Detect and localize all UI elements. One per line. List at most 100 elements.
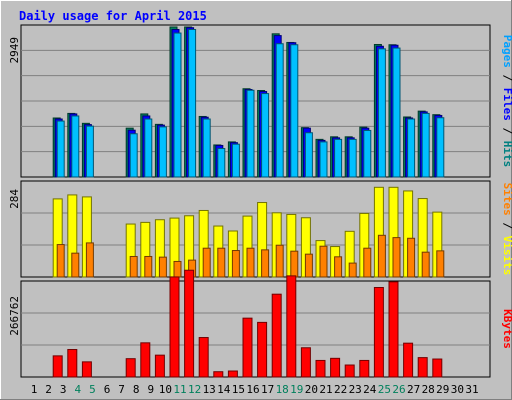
bar-kbytes-day-14 <box>213 371 224 378</box>
bar-pages-day-12 <box>188 28 197 178</box>
panel-visits: 284 Sites / Visits <box>8 180 512 278</box>
bar-kbytes-day-25 <box>373 286 384 378</box>
bar-pages-day-22 <box>334 138 343 178</box>
bar-sites-day-24 <box>363 247 372 278</box>
panel-max-label-kbytes: 266762 <box>8 296 21 336</box>
day-label-18: 18 <box>276 383 289 396</box>
bar-kbytes-day-21 <box>315 359 326 378</box>
panel-max-label-hits: 2949 <box>8 37 21 64</box>
bar-kbytes-day-12 <box>184 269 195 378</box>
day-label-24: 24 <box>363 383 377 396</box>
bar-sites-day-22 <box>334 256 343 278</box>
bar-pages-day-25 <box>377 48 386 178</box>
bar-kbytes-day-16 <box>242 317 253 378</box>
legend-part-hits-2: Files <box>501 88 512 121</box>
bar-sites-day-27 <box>407 237 416 278</box>
day-label-31: 31 <box>465 383 478 396</box>
bar-kbytes-day-20 <box>300 347 311 378</box>
bar-kbytes-day-3 <box>52 355 63 378</box>
day-label-22: 22 <box>334 383 347 396</box>
bar-kbytes-day-22 <box>330 357 341 378</box>
legend-part-visits-0: Sites <box>501 183 512 216</box>
bar-kbytes-day-17 <box>257 321 268 378</box>
day-label-8: 8 <box>133 383 140 396</box>
legend-part-hits-1: / <box>501 68 512 88</box>
bar-sites-day-3 <box>56 244 65 278</box>
bar-kbytes-day-9 <box>140 342 151 378</box>
bar-pages-day-10 <box>158 126 167 178</box>
bar-kbytes-day-8 <box>125 358 136 378</box>
legend-part-kbytes-0: KBytes <box>501 309 512 349</box>
legend-part-hits-4: Hits <box>501 141 512 168</box>
bar-pages-day-26 <box>392 47 401 178</box>
day-label-4: 4 <box>74 383 81 396</box>
bar-sites-day-28 <box>421 251 430 278</box>
bar-pages-day-14 <box>217 148 226 178</box>
bar-kbytes-day-4 <box>67 349 78 378</box>
day-label-3: 3 <box>60 383 67 396</box>
day-label-2: 2 <box>45 383 52 396</box>
day-axis-labels: 1 2 3 4 5 6 7 8 9 10 11 12 13 14 15 16 17 18 19 20 21 22 23 24 2… <box>31 383 479 396</box>
day-label-13: 13 <box>203 383 216 396</box>
day-label-1: 1 <box>31 383 38 396</box>
bar-sites-day-8 <box>129 255 138 278</box>
panel-legend-hits: Pages / Files / Hits <box>501 35 512 168</box>
bar-sites-day-18 <box>275 244 284 278</box>
bar-kbytes-day-23 <box>344 364 355 378</box>
bar-sites-day-11 <box>173 260 182 278</box>
day-label-11: 11 <box>173 383 186 396</box>
bar-pages-day-24 <box>363 129 372 178</box>
panel-max-label-visits: 284 <box>8 189 21 209</box>
bar-sites-day-16 <box>246 247 255 278</box>
bar-pages-day-13 <box>202 118 211 178</box>
bar-kbytes-day-26 <box>388 281 399 378</box>
day-label-25: 25 <box>378 383 391 396</box>
legend-part-visits-1: / <box>501 216 512 236</box>
bar-sites-day-14 <box>217 247 226 278</box>
bar-kbytes-day-27 <box>403 342 414 378</box>
bar-pages-day-21 <box>319 141 328 178</box>
bar-kbytes-day-19 <box>286 275 297 378</box>
bar-pages-day-5 <box>85 125 94 178</box>
day-label-26: 26 <box>392 383 405 396</box>
legend-part-hits-0: Pages <box>501 35 512 68</box>
day-label-12: 12 <box>188 383 201 396</box>
day-label-19: 19 <box>290 383 303 396</box>
bar-pages-day-4 <box>71 115 80 178</box>
day-label-28: 28 <box>422 383 435 396</box>
day-label-20: 20 <box>305 383 318 396</box>
chart-title: Daily usage for April 2015 <box>19 9 207 23</box>
bar-pages-day-16 <box>246 89 255 178</box>
panel-legend-kbytes: KBytes <box>501 309 512 349</box>
bar-kbytes-day-18 <box>271 293 282 378</box>
bar-sites-day-25 <box>377 234 386 278</box>
day-label-7: 7 <box>118 383 125 396</box>
bar-pages-day-23 <box>348 138 357 178</box>
day-label-21: 21 <box>319 383 332 396</box>
bar-pages-day-19 <box>290 44 299 178</box>
day-label-16: 16 <box>246 383 259 396</box>
panel-legend-visits: Sites / Visits <box>501 183 512 276</box>
bar-kbytes-day-10 <box>154 354 165 378</box>
bar-sites-day-23 <box>348 262 357 278</box>
day-label-9: 9 <box>147 383 154 396</box>
bar-sites-day-26 <box>392 237 401 278</box>
bar-pages-day-9 <box>144 118 153 178</box>
bar-sites-day-20 <box>304 253 313 278</box>
legend-part-visits-2: Visits <box>501 236 512 276</box>
bar-kbytes-day-5 <box>81 361 92 378</box>
bar-pages-day-11 <box>173 32 182 178</box>
day-label-14: 14 <box>217 383 231 396</box>
bar-pages-day-8 <box>129 133 138 178</box>
day-label-29: 29 <box>436 383 449 396</box>
bar-pages-day-18 <box>275 43 284 178</box>
day-label-10: 10 <box>159 383 172 396</box>
bar-sites-day-29 <box>436 250 445 278</box>
bar-sites-day-19 <box>290 250 299 278</box>
bar-sites-day-13 <box>202 247 211 278</box>
bar-kbytes-day-29 <box>432 358 443 378</box>
panel-hits: 2949 Pages / Files / Hits <box>8 24 512 178</box>
day-label-23: 23 <box>349 383 362 396</box>
day-label-15: 15 <box>232 383 245 396</box>
bar-pages-day-29 <box>436 117 445 178</box>
